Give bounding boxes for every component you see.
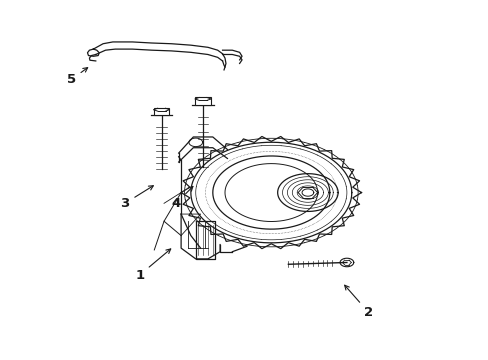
FancyBboxPatch shape bbox=[154, 108, 169, 116]
Text: 1: 1 bbox=[135, 249, 170, 282]
FancyBboxPatch shape bbox=[195, 97, 210, 105]
Text: 4: 4 bbox=[171, 186, 192, 210]
Text: 2: 2 bbox=[344, 285, 373, 319]
Text: 5: 5 bbox=[67, 68, 87, 86]
Text: 3: 3 bbox=[120, 186, 153, 210]
